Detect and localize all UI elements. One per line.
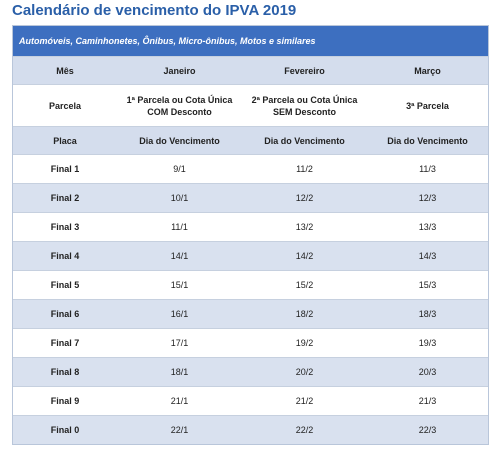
table-row: Final 0 22/1 22/2 22/3 [13,415,488,444]
plate-final-cell: Final 5 [50,280,80,290]
installment-1-line1: 1ª Parcela ou Cota Única [126,94,233,105]
due-day-january-label: Dia do Vencimento [139,135,220,146]
table-row: Final 1 9/1 11/2 11/3 [13,154,488,183]
due-february-cell: 14/2 [295,251,314,261]
due-february-cell: 22/2 [295,425,314,435]
plate-header-row: Placa Dia do Vencimento Dia do Venciment… [13,126,488,154]
due-march-cell: 14/3 [418,251,437,261]
table-row: Final 4 14/1 14/2 14/3 [13,241,488,270]
due-march-cell: 22/3 [418,425,437,435]
installment-label: Parcela [48,100,82,111]
due-day-march-label: Dia do Vencimento [387,135,468,146]
due-day-february-label: Dia do Vencimento [264,135,345,146]
installment-2-line2: SEM Desconto [272,106,336,117]
month-february: Fevereiro [284,65,325,76]
plate-final-cell: Final 1 [50,164,80,174]
month-label: Mês [56,65,74,76]
installment-row: Parcela 1ª Parcela ou Cota Única COM Des… [13,84,488,126]
page-title: Calendário de vencimento do IPVA 2019 [12,2,297,19]
plate-final-cell: Final 4 [50,251,80,261]
due-february-cell: 11/2 [296,164,313,174]
table-row: Final 7 17/1 19/2 19/3 [13,328,488,357]
installment-1: 1ª Parcela ou Cota Única COM Desconto [117,94,242,118]
installment-2-line1: 2ª Parcela ou Cota Única [251,94,358,105]
plate-final-cell: Final 0 [50,425,80,435]
due-february-cell: 20/2 [295,367,314,377]
due-february-cell: 15/2 [295,280,314,290]
table-row: Final 8 18/1 20/2 20/3 [13,357,488,386]
due-january-cell: 16/1 [170,309,189,319]
due-february-cell: 18/2 [295,309,314,319]
due-february-cell: 21/2 [295,396,314,406]
plate-final-cell: Final 8 [50,367,80,377]
plate-final-cell: Final 6 [50,309,80,319]
month-january: Janeiro [163,65,196,76]
due-january-cell: 17/1 [170,338,189,348]
plate-label: Placa [53,135,77,146]
due-january-cell: 18/1 [170,367,189,377]
due-february-cell: 12/2 [295,193,314,203]
due-february-cell: 19/2 [295,338,314,348]
installment-3: 3ª Parcela [406,100,449,111]
month-march: Março [414,65,441,76]
table-row: Final 6 16/1 18/2 18/3 [13,299,488,328]
table-row: Final 3 11/1 13/2 13/3 [13,212,488,241]
table-row: Final 2 10/1 12/2 12/3 [13,183,488,212]
plate-final-cell: Final 7 [50,338,80,348]
due-march-cell: 12/3 [418,193,437,203]
due-march-cell: 18/3 [418,309,437,319]
ipva-calendar-table: Automóveis, Caminhonetes, Ônibus, Micro-… [12,25,489,445]
due-march-cell: 19/3 [418,338,437,348]
plate-final-cell: Final 3 [50,222,80,232]
due-january-cell: 11/1 [171,222,188,232]
vehicle-category-banner: Automóveis, Caminhonetes, Ônibus, Micro-… [13,26,488,56]
installment-2: 2ª Parcela ou Cota Única SEM Desconto [242,94,367,118]
due-january-cell: 15/1 [170,280,189,290]
plate-final-cell: Final 9 [50,396,80,406]
due-march-cell: 21/3 [418,396,437,406]
due-january-cell: 22/1 [170,425,189,435]
table-body: Final 1 9/1 11/2 11/3 Final 2 10/1 12/2 12/3 Fin… [13,154,488,444]
due-january-cell: 10/1 [170,193,189,203]
due-march-cell: 13/3 [418,222,437,232]
due-march-cell: 15/3 [418,280,437,290]
plate-final-cell: Final 2 [50,193,80,203]
due-march-cell: 20/3 [418,367,437,377]
table-row: Final 5 15/1 15/2 15/3 [13,270,488,299]
due-february-cell: 13/2 [295,222,314,232]
installment-1-line2: COM Desconto [147,106,212,117]
due-january-cell: 21/1 [170,396,189,406]
due-march-cell: 11/3 [419,164,436,174]
due-january-cell: 9/1 [173,164,186,174]
table-row: Final 9 21/1 21/2 21/3 [13,386,488,415]
due-january-cell: 14/1 [170,251,189,261]
month-header-row: Mês Janeiro Fevereiro Março [13,56,488,84]
